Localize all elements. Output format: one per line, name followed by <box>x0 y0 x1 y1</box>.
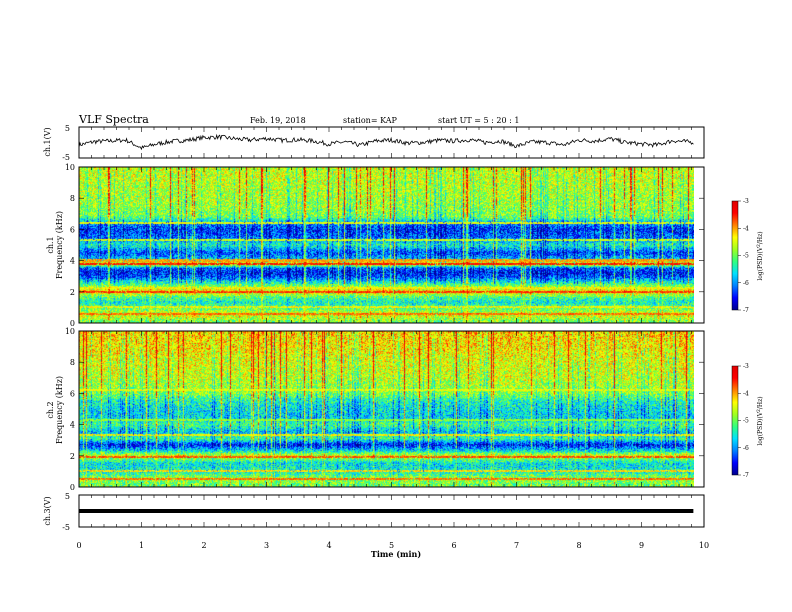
ch2-colorbar-tick-label--3: -3 <box>743 363 749 370</box>
time-tick-label-0: 0 <box>76 541 81 550</box>
ch1-colorbar-tick-label--5: -5 <box>743 253 749 260</box>
time-tick-label-1: 1 <box>139 541 144 550</box>
ch2-colorbar-tick-label--6: -6 <box>743 445 749 452</box>
ch1-spectrogram-ylabel-channel: ch.1 <box>46 236 55 253</box>
ch2-spectrogram-ylabel-channel: ch.2 <box>46 401 55 418</box>
time-axis-label: Time (min) <box>371 549 421 559</box>
ch1-spectrogram-ylabel-frequency: Frequency (kHz) <box>55 211 64 279</box>
time-tick-label-8: 8 <box>576 541 581 550</box>
ch1-colorbar-tick-label--4: -4 <box>743 225 749 232</box>
ch2-spectrogram-ytick-label-6: 6 <box>70 389 75 398</box>
ch1-spectrogram-panel: 0 2 4 6 8 10 ch.1 Frequency (kHz) <box>46 163 705 328</box>
time-tick-label-9: 9 <box>639 541 644 550</box>
ch1-colorbar-ticks: -3 -4 -5 -6 -7 <box>738 198 749 314</box>
ch3-ytick-top: 5 <box>65 492 70 501</box>
time-axis-tick-labels: 0 1 2 3 4 5 6 7 8 9 10 <box>76 541 709 550</box>
time-tick-label-4: 4 <box>326 541 331 550</box>
ch1-colorbar-scale <box>731 200 739 311</box>
ch1-waveform-line <box>78 133 694 151</box>
time-tick-label-2: 2 <box>201 541 206 550</box>
ch2-colorbar-tick-label--7: -7 <box>743 472 749 479</box>
ch3-waveform-panel: 5 -5 ch.3(V) <box>43 492 705 532</box>
ch1-spectrogram-yticks: 0 2 4 6 8 10 <box>65 163 704 328</box>
time-axis-ticks <box>78 127 705 527</box>
ch2-colorbar-tick-label--4: -4 <box>743 390 749 397</box>
ch1-waveform-panel: 5 -5 ch.1(V) <box>43 124 705 162</box>
figure-title: VLF Spectra <box>78 113 149 126</box>
ch1-spectrogram-ytick-label-10: 10 <box>65 163 75 172</box>
ch2-spectrogram-image <box>79 331 694 487</box>
ch3-ytick-bottom: -5 <box>62 523 70 532</box>
ch1-spectrogram-ytick-label-0: 0 <box>70 319 75 328</box>
ch2-spectrogram-ytick-label-0: 0 <box>70 483 75 492</box>
ch2-colorbar-scale <box>731 365 739 476</box>
ch2-spectrogram-ytick-label-4: 4 <box>70 421 75 430</box>
ch1-colorbar-tick-label--3: -3 <box>743 198 749 205</box>
ch1-colorbar-tick-label--6: -6 <box>743 280 749 287</box>
ch1-spectrogram-ytick-label-8: 8 <box>70 194 75 203</box>
ch3-ylabel: ch.3(V) <box>43 496 52 525</box>
ch2-spectrogram-ytick-label-10: 10 <box>65 327 75 336</box>
ch1-spectrogram-image <box>79 167 694 323</box>
date-label: Feb. 19, 2018 <box>250 116 306 125</box>
ch2-spectrogram-ylabel-frequency: Frequency (kHz) <box>55 376 64 444</box>
ch2-colorbar: -3 -4 -5 -6 -7 log(PSD)(V2/Hz) <box>731 363 764 479</box>
ch2-spectrogram-ytick-label-2: 2 <box>70 452 75 461</box>
ch2-spectrogram-panel: 0 2 4 6 8 10 ch.2 Frequency (kHz) <box>46 327 705 492</box>
ch2-colorbar-ticks: -3 -4 -5 -6 -7 <box>738 363 749 479</box>
time-tick-label-6: 6 <box>451 541 456 550</box>
station-label: station= KAP <box>343 116 398 125</box>
ch1-colorbar: -3 -4 -5 -6 -7 log(PSD)(V2/Hz) <box>731 198 764 314</box>
time-tick-label-10: 10 <box>699 541 709 550</box>
ch1-colorbar-label: log(PSD)(V2/Hz) <box>756 231 764 280</box>
ch1-ylabel: ch.1(V) <box>43 127 52 156</box>
ch2-colorbar-label: log(PSD)(V2/Hz) <box>756 396 764 445</box>
ch2-colorbar-tick-label--5: -5 <box>743 418 749 425</box>
start-ut-label: start UT = 5 : 20 : 1 <box>438 116 519 125</box>
time-tick-label-7: 7 <box>514 541 519 550</box>
ch2-spectrogram-yticks: 0 2 4 6 8 10 <box>65 327 704 492</box>
ch2-spectrogram-ytick-label-8: 8 <box>70 358 75 367</box>
ch1-spectrogram-ytick-label-4: 4 <box>70 257 75 266</box>
ch1-spectrogram-ytick-label-2: 2 <box>70 288 75 297</box>
time-tick-label-3: 3 <box>264 541 269 550</box>
ch1-colorbar-tick-label--7: -7 <box>743 307 749 314</box>
time-tick-label-5: 5 <box>389 541 394 550</box>
ch1-ytick-bottom: -5 <box>62 153 70 162</box>
ch1-spectrogram-ytick-label-6: 6 <box>70 225 75 234</box>
ch1-ytick-top: 5 <box>65 124 70 133</box>
